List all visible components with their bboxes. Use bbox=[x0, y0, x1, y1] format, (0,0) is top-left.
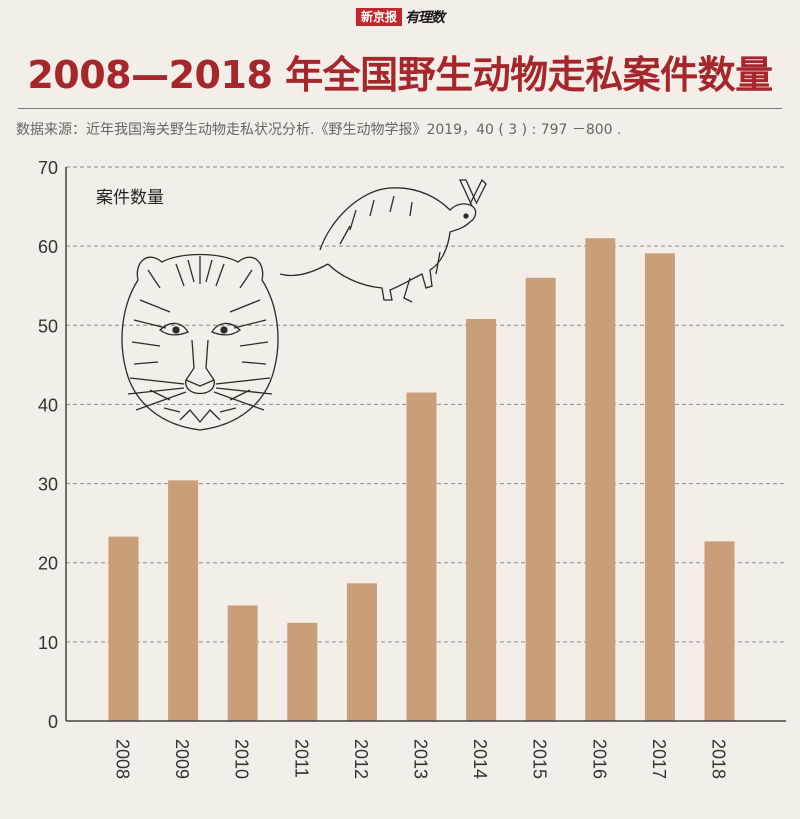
x-tick-label: 2008 bbox=[113, 739, 133, 779]
y-tick-label: 30 bbox=[38, 475, 58, 495]
x-tick-label: 2018 bbox=[709, 739, 729, 779]
y-tick-label: 40 bbox=[38, 395, 58, 415]
title-divider bbox=[18, 108, 782, 109]
y-tick-label: 70 bbox=[38, 158, 58, 178]
bars bbox=[108, 238, 735, 721]
bar-2016 bbox=[585, 238, 616, 721]
tiger-head-illustration bbox=[121, 253, 279, 431]
x-tick-label: 2013 bbox=[411, 739, 431, 779]
y-tick-label: 60 bbox=[38, 237, 58, 257]
x-tick-label: 2016 bbox=[589, 739, 609, 779]
x-tick-labels: 2008 2009 2010 2011 2012 2013 2014 2015 2016 2017… bbox=[113, 739, 729, 779]
y-tick-labels: 0 10 20 30 40 50 60 70 bbox=[38, 158, 58, 732]
y-tick-label: 0 bbox=[48, 712, 58, 732]
bar-2008 bbox=[108, 536, 139, 721]
x-tick-label: 2017 bbox=[649, 739, 669, 779]
bar-2012 bbox=[346, 583, 377, 721]
y-tick-label: 20 bbox=[38, 554, 58, 574]
x-tick-label: 2011 bbox=[291, 739, 311, 778]
x-tick-label: 2010 bbox=[232, 739, 252, 779]
bar-2015 bbox=[525, 277, 556, 721]
x-tick-label: 2015 bbox=[530, 739, 550, 779]
bar-2017 bbox=[644, 253, 675, 721]
bar-2018 bbox=[704, 541, 735, 721]
brand-name: 新京报 bbox=[355, 8, 402, 26]
brand-sub: 有理数 bbox=[405, 10, 445, 26]
x-tick-label: 2012 bbox=[351, 739, 371, 779]
bar-2009 bbox=[168, 480, 199, 721]
chart-title: 2008—2018 年全国野生动物走私案件数量 bbox=[27, 53, 773, 97]
source-note: 数据来源：近年我国海关野生动物走私状况分析.《野生动物学报》2019，40 ( … bbox=[16, 122, 622, 138]
bar-chart: 0 10 20 30 40 50 60 70 2008 2009 2010 2011 2012 2013… bbox=[38, 158, 786, 779]
y-axis-label: 案件数量 bbox=[96, 188, 164, 208]
bar-2011 bbox=[287, 622, 318, 721]
y-tick-label: 10 bbox=[38, 633, 58, 653]
kangaroo-illustration bbox=[279, 178, 487, 303]
y-tick-label: 50 bbox=[38, 316, 58, 336]
brand-logo: 新京报 有理数 bbox=[0, 6, 800, 28]
bar-2010 bbox=[227, 605, 258, 721]
x-tick-label: 2014 bbox=[470, 739, 490, 779]
bar-2014 bbox=[466, 318, 497, 721]
x-tick-label: 2009 bbox=[172, 739, 192, 779]
bar-2013 bbox=[406, 392, 437, 721]
